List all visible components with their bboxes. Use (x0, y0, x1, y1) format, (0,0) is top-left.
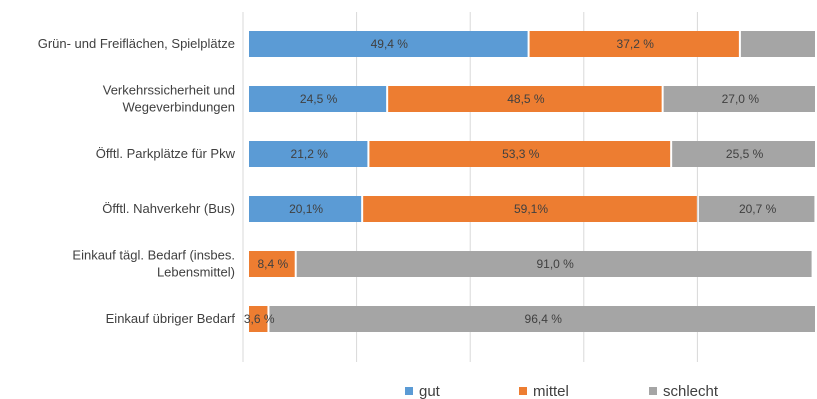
bar-mittel-2 (369, 141, 671, 167)
category-label-5-line-0: Einkauf übriger Bedarf (106, 311, 236, 326)
legend-swatch-mittel (519, 387, 527, 395)
category-label-1-line-1: Wegeverbindungen (122, 100, 235, 115)
bar-mittel-4 (249, 251, 295, 277)
bars (249, 31, 815, 332)
bar-schlecht-5 (269, 306, 815, 332)
data-label-schlecht-1: 27,0 % (722, 92, 760, 106)
bar-gut-3 (249, 196, 362, 222)
data-label-mittel-2: 53,3 % (502, 147, 540, 161)
bar-mittel-1 (388, 86, 662, 112)
bar-schlecht-1 (663, 86, 815, 112)
gridlines (242, 12, 698, 362)
category-label-4-line-1: Lebensmittel) (157, 265, 235, 280)
data-label-mittel-0: 37,2 % (617, 37, 655, 51)
data-label-schlecht-3: 20,7 % (739, 202, 777, 216)
category-labels: Grün- und Freiflächen, Spielplätze Verkeh… (38, 36, 236, 326)
legend-label-gut: gut (419, 383, 441, 399)
bar-schlecht-3 (698, 196, 815, 222)
data-label-schlecht-2: 25,5 % (726, 147, 764, 161)
data-label-schlecht-5: 96,4 % (525, 312, 563, 326)
legend-swatch-schlecht (649, 387, 657, 395)
category-label-1-line-0: Verkehrssicherheit und (103, 83, 235, 98)
bar-mittel-3 (363, 196, 697, 222)
data-label-gut-3: 20,1% (289, 202, 323, 216)
bar-schlecht-2 (672, 141, 815, 167)
data-label-gut-2: 21,2 % (291, 147, 329, 161)
data-labels: 49,4 % 37,2 % 24,5 % 48,5 % 27,0 % 21,2 % 53,3… (244, 37, 777, 326)
category-label-4-line-0: Einkauf tägl. Bedarf (insbes. (72, 248, 235, 263)
bar-mittel-0 (529, 31, 739, 57)
bar-schlecht-4 (296, 251, 812, 277)
data-label-mittel-1: 48,5 % (507, 92, 545, 106)
data-label-gut-0: 49,4 % (371, 37, 409, 51)
category-label-2-line-0: Öfftl. Parkplätze für Pkw (96, 146, 236, 161)
data-label-mittel-5: 3,6 % (244, 312, 275, 326)
bar-schlecht-0 (740, 31, 815, 57)
bar-gut-1 (249, 86, 387, 112)
legend-label-schlecht: schlecht (663, 383, 719, 399)
bar-gut-2 (249, 141, 368, 167)
bar-mittel-5 (249, 306, 268, 332)
data-label-schlecht-4: 91,0 % (536, 257, 574, 271)
data-label-mittel-3: 59,1% (514, 202, 548, 216)
legend: gut mittel schlecht (405, 383, 719, 399)
data-label-mittel-4: 8,4 % (258, 257, 289, 271)
category-label-0-line-0: Grün- und Freiflächen, Spielplätze (38, 36, 235, 51)
data-label-gut-1: 24,5 % (300, 92, 338, 106)
bar-gut-0 (249, 31, 528, 57)
legend-swatch-gut (405, 387, 413, 395)
category-label-3-line-0: Öfftl. Nahverkehr (Bus) (102, 201, 235, 216)
legend-label-mittel: mittel (533, 383, 569, 399)
